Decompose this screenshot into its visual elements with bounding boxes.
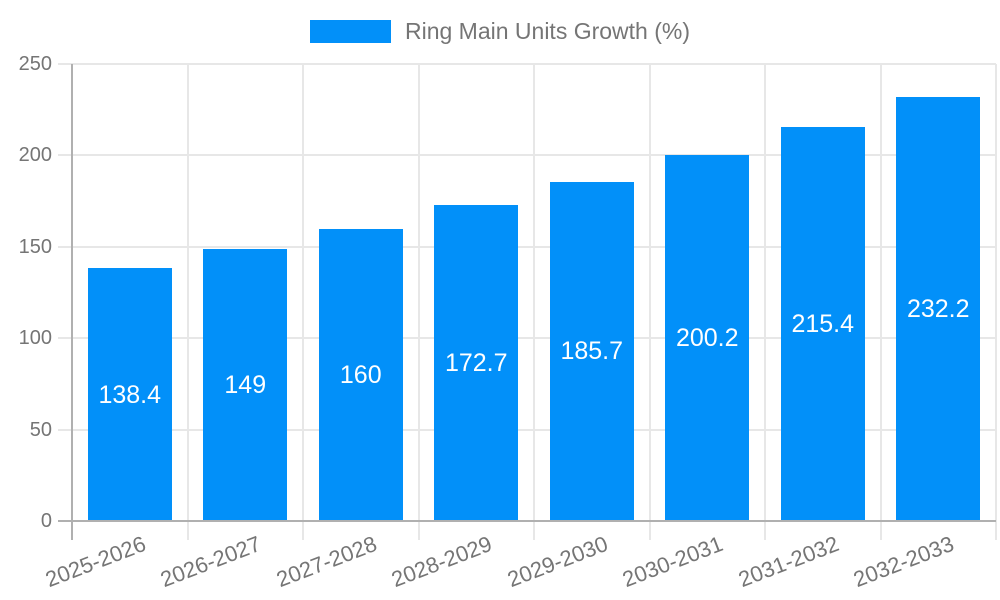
x-gridline	[764, 64, 766, 540]
y-axis-line	[71, 64, 73, 540]
x-axis-tick-label: 2026-2027	[157, 531, 265, 593]
bar-2032-2033[interactable]	[896, 96, 981, 521]
y-axis-tick-label: 150	[18, 235, 52, 258]
y-axis-tick-label: 0	[40, 510, 52, 532]
x-axis-tick-label: 2028-2029	[388, 531, 496, 593]
y-axis-tick-label: 250	[18, 53, 52, 75]
y-gridline	[58, 63, 996, 65]
x-axis-tick-label: 2032-2033	[850, 531, 958, 593]
bar-2027-2028[interactable]	[318, 228, 403, 521]
x-axis-tick-label: 2031-2032	[734, 531, 842, 593]
bar-value-label: 232.2	[906, 294, 970, 323]
x-axis-tick-label: 2030-2031	[619, 531, 727, 593]
x-gridline	[995, 64, 997, 540]
legend-swatch[interactable]	[309, 20, 391, 43]
bar-value-label: 200.2	[675, 324, 739, 353]
x-gridline	[417, 64, 420, 540]
bar-2031-2032[interactable]	[780, 127, 865, 521]
y-gridline	[58, 428, 996, 431]
x-axis-tick-label: 2029-2030	[503, 531, 611, 593]
bar-2026-2027[interactable]	[203, 248, 288, 521]
legend[interactable]: Ring Main Units Growth (%)	[0, 18, 1000, 45]
x-axis-line	[58, 520, 996, 522]
bar-value-label: 215.4	[791, 310, 855, 339]
y-gridline	[58, 245, 996, 248]
x-gridline	[302, 64, 304, 540]
bar-2030-2031[interactable]	[665, 155, 750, 521]
bar-2029-2030[interactable]	[549, 181, 634, 521]
legend-label[interactable]: Ring Main Units Growth (%)	[404, 18, 691, 44]
x-gridline	[879, 64, 882, 540]
x-gridline	[648, 64, 651, 540]
y-gridline	[58, 337, 996, 340]
y-axis-tick-label: 50	[29, 418, 52, 441]
y-axis-tick-label: 200	[18, 144, 52, 167]
bar-2025-2026[interactable]	[87, 268, 172, 521]
bar-value-label: 149	[224, 370, 267, 399]
x-axis-tick-label: 2027-2028	[272, 531, 380, 593]
bar-value-label: 185.7	[560, 337, 624, 366]
bar-value-label: 160	[339, 360, 382, 389]
bar-value-label: 172.7	[444, 349, 508, 378]
bar-value-label: 138.4	[98, 380, 162, 409]
bar-2028-2029[interactable]	[434, 205, 519, 521]
x-gridline	[186, 64, 189, 540]
x-axis-tick-label: 2025-2026	[41, 531, 149, 593]
y-gridline	[58, 154, 996, 157]
y-axis-tick-label: 100	[18, 327, 52, 350]
x-gridline	[533, 64, 535, 540]
